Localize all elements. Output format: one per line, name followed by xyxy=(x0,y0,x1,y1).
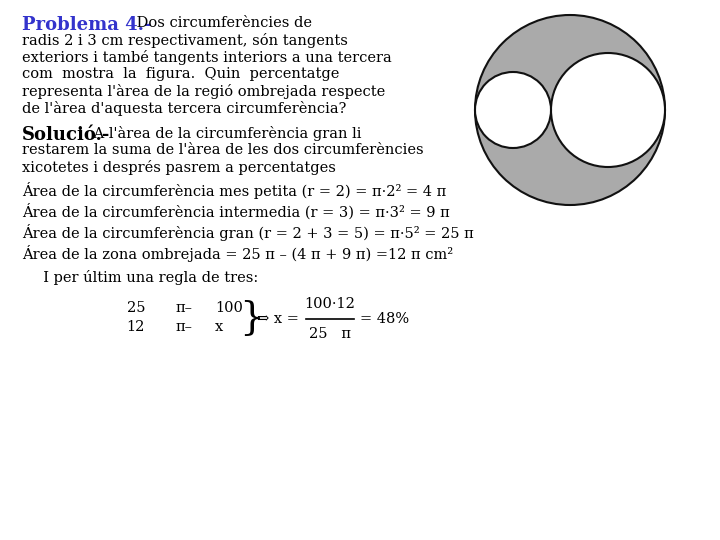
Text: ⇒ x =: ⇒ x = xyxy=(257,312,299,326)
Text: de l'àrea d'aquesta tercera circumferència?: de l'àrea d'aquesta tercera circumferènc… xyxy=(22,101,346,116)
Text: 25: 25 xyxy=(127,301,145,315)
Text: x: x xyxy=(215,320,223,334)
Text: }: } xyxy=(239,300,264,338)
Text: π–: π– xyxy=(175,320,192,334)
Text: exteriors i també tangents interiors a una tercera: exteriors i també tangents interiors a u… xyxy=(22,50,392,65)
Circle shape xyxy=(475,72,551,148)
Text: I per últim una regla de tres:: I per últim una regla de tres: xyxy=(34,270,258,285)
Text: Área de la circumferència intermedia (r = 3) = π·3² = 9 π: Área de la circumferència intermedia (r … xyxy=(22,203,450,219)
Text: Problema 4.-: Problema 4.- xyxy=(22,16,151,34)
Text: π–: π– xyxy=(175,301,192,315)
Text: 12: 12 xyxy=(127,320,145,334)
Text: Dos circumferències de: Dos circumferències de xyxy=(132,16,312,30)
Circle shape xyxy=(551,53,665,167)
Circle shape xyxy=(475,15,665,205)
Text: xicotetes i després pasrem a percentatges: xicotetes i després pasrem a percentatge… xyxy=(22,160,336,175)
Text: Área de la zona ombrejada = 25 π – (4 π + 9 π) =12 π cm²: Área de la zona ombrejada = 25 π – (4 π … xyxy=(22,245,453,262)
Text: Área de la circumferència gran (r = 2 + 3 = 5) = π·5² = 25 π: Área de la circumferència gran (r = 2 + … xyxy=(22,224,474,241)
Text: 25   π: 25 π xyxy=(309,327,351,341)
Text: = 48%: = 48% xyxy=(360,312,409,326)
Text: 100·12: 100·12 xyxy=(305,297,356,311)
Text: representa l'àrea de la regió ombrejada respecte: representa l'àrea de la regió ombrejada … xyxy=(22,84,385,99)
Text: com  mostra  la  figura.  Quin  percentatge: com mostra la figura. Quin percentatge xyxy=(22,67,339,81)
Text: Área de la circumferència mes petita (r = 2) = π·2² = 4 π: Área de la circumferència mes petita (r … xyxy=(22,182,446,199)
Text: radis 2 i 3 cm respectivament, són tangents: radis 2 i 3 cm respectivament, són tange… xyxy=(22,33,348,48)
Text: 100: 100 xyxy=(215,301,243,315)
Text: Solució.-: Solució.- xyxy=(22,126,110,144)
Text: A l'àrea de la circumferència gran li: A l'àrea de la circumferència gran li xyxy=(89,126,361,141)
Text: restarem la suma de l'àrea de les dos circumferències: restarem la suma de l'àrea de les dos ci… xyxy=(22,143,423,157)
